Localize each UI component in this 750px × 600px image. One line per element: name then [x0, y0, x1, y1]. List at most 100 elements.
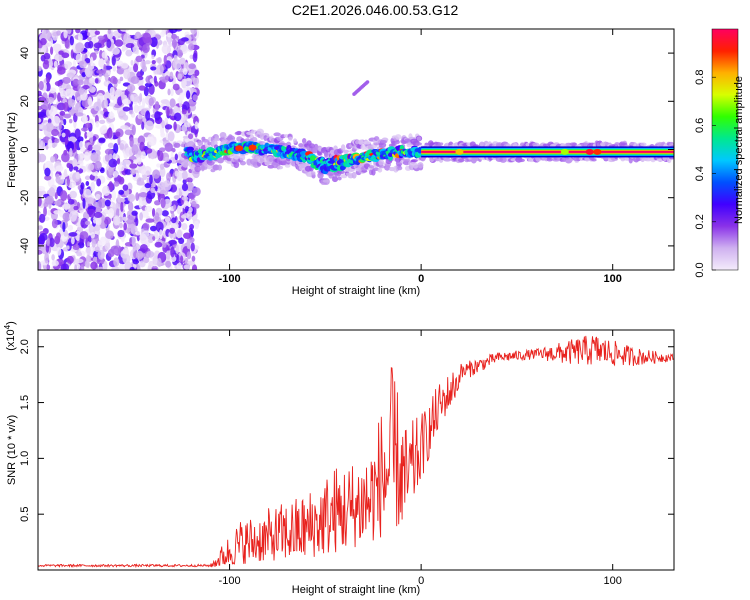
- noise-blob: [187, 43, 195, 51]
- noise-blob: [176, 206, 182, 215]
- noise-blob: [84, 220, 91, 226]
- noise-blob: [58, 83, 63, 93]
- noise-blob: [169, 108, 173, 115]
- noise-blob: [38, 213, 46, 223]
- noise-blob: [118, 263, 124, 270]
- noise-blob: [157, 181, 166, 191]
- noise-blob: [105, 230, 114, 240]
- noise-blob: [138, 114, 143, 120]
- noise-blob: [122, 159, 132, 169]
- noise-blob: [77, 79, 84, 86]
- signal-halo: [390, 143, 395, 147]
- spectrogram-y-axis-label: Frequency (Hz): [6, 112, 18, 188]
- noise-blob: [145, 110, 151, 121]
- noise-blob: [125, 215, 135, 225]
- noise-blob: [99, 119, 106, 125]
- noise-blob: [131, 210, 138, 216]
- noise-blob: [177, 49, 183, 59]
- snr-y-axis-label: SNR (10 * v/v): [6, 415, 18, 485]
- signal-halo: [324, 151, 329, 158]
- noise-blob: [156, 163, 161, 168]
- noise-blob: [97, 35, 105, 41]
- noise-blob: [54, 138, 60, 144]
- noise-blob: [123, 222, 128, 231]
- noise-blob: [164, 75, 170, 81]
- snr-multiplier-close: ): [5, 321, 17, 325]
- noise-blob: [155, 124, 164, 129]
- signal-halo: [380, 139, 388, 144]
- snr-panel: -100 0 100 0.5 1.0 1.5 2.0 Height of straight…: [3, 321, 675, 596]
- signal-halo: [395, 139, 400, 145]
- noise-blob: [129, 163, 138, 169]
- noise-blob: [157, 257, 162, 268]
- noise-blob: [57, 92, 62, 102]
- noise-blob: [96, 113, 105, 119]
- noise-blob: [185, 177, 193, 183]
- noise-blob: [136, 181, 146, 186]
- noise-blob: [151, 54, 155, 60]
- noise-blob: [173, 195, 180, 200]
- noise-blob: [136, 264, 141, 270]
- noise-blob: [192, 187, 201, 197]
- noise-blob: [99, 49, 103, 60]
- noise-blob: [101, 185, 111, 196]
- noise-blob: [143, 165, 152, 176]
- noise-blob: [72, 158, 78, 167]
- spectrogram-x-tick-label: 0: [418, 273, 424, 285]
- noise-blob: [106, 128, 113, 139]
- noise-blob: [106, 59, 110, 66]
- signal-halo: [213, 137, 221, 142]
- signal-halo: [397, 165, 403, 171]
- noise-blob: [63, 113, 72, 119]
- noise-blob: [79, 231, 89, 240]
- noise-blob: [144, 120, 154, 131]
- noise-blob: [130, 76, 140, 85]
- noise-blob: [38, 153, 47, 163]
- noise-blob: [164, 156, 170, 162]
- noise-blob: [125, 43, 135, 49]
- noise-blob: [141, 121, 145, 130]
- noise-blob: [183, 78, 187, 89]
- noise-blob: [121, 62, 129, 69]
- spectrogram-y-tick-label: -40: [19, 238, 31, 254]
- noise-blob: [63, 168, 68, 178]
- noise-blob: [51, 128, 60, 137]
- noise-blob: [44, 175, 52, 181]
- noise-blob: [133, 104, 139, 114]
- colorbar-tick-label: 0.6: [694, 118, 706, 133]
- noise-blob: [43, 125, 48, 131]
- signal-halo: [395, 134, 402, 140]
- noise-blob: [80, 127, 89, 132]
- snr-x-tick-label: -100: [219, 575, 241, 587]
- noise-blob: [171, 38, 177, 49]
- noise-blob: [191, 200, 197, 208]
- noise-blob: [108, 181, 114, 191]
- noise-blob: [166, 172, 171, 182]
- noise-blob: [92, 144, 101, 152]
- noise-blob: [84, 175, 91, 181]
- noise-blob: [96, 215, 102, 226]
- noise-blob: [51, 142, 56, 148]
- signal-halo: [369, 165, 375, 169]
- noise-blob: [119, 143, 125, 151]
- signal-node: [593, 148, 602, 155]
- signal-halo: [298, 143, 304, 148]
- noise-blob: [54, 200, 62, 206]
- noise-blob: [56, 30, 61, 36]
- noise-blob: [45, 122, 54, 133]
- noise-blob: [80, 182, 85, 190]
- noise-blob: [69, 211, 78, 222]
- noise-blob: [95, 193, 101, 200]
- noise-blob: [150, 187, 156, 194]
- signal-halo: [499, 156, 508, 163]
- spectrogram-x-tick-label: -100: [219, 273, 241, 285]
- noise-blob: [121, 98, 131, 105]
- signal-halo: [457, 158, 465, 163]
- noise-blob: [185, 90, 191, 100]
- noise-blob: [122, 184, 129, 191]
- noise-blob: [94, 160, 102, 171]
- noise-blob: [171, 33, 177, 40]
- noise-blob: [75, 112, 84, 117]
- noise-blob: [104, 148, 114, 155]
- spectrogram-y-tick-label: 20: [19, 95, 31, 107]
